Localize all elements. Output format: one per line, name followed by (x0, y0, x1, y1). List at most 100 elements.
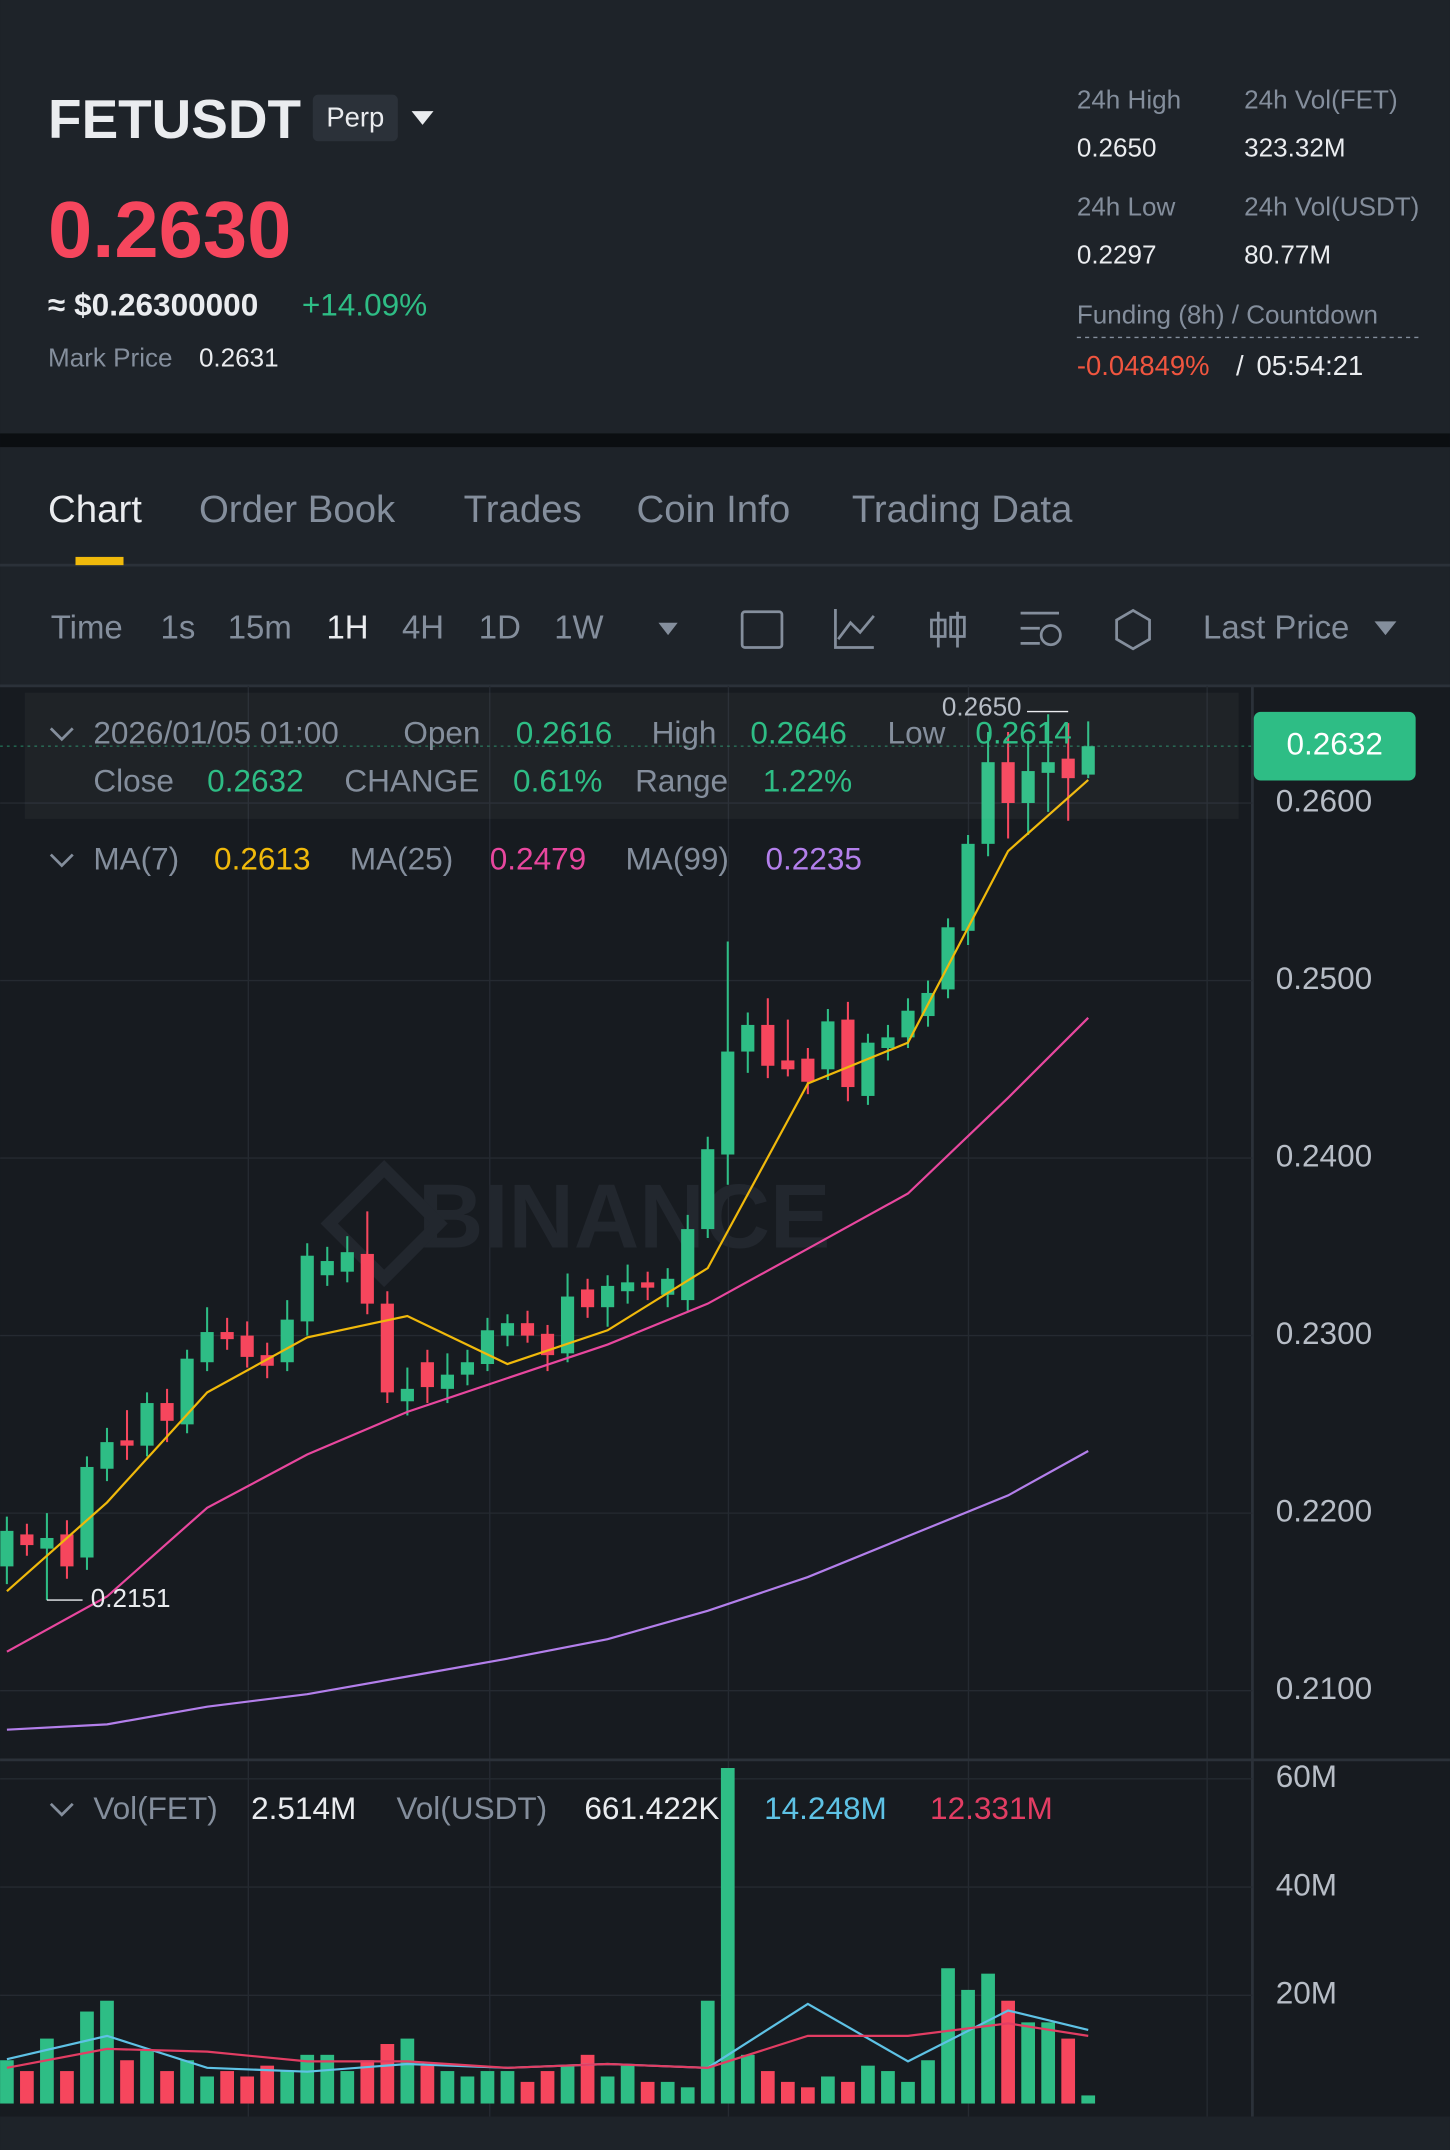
mark-value: 0.2631 (199, 342, 279, 372)
info-overlay (25, 693, 1239, 819)
candle-body (200, 1332, 214, 1363)
volume-bar (480, 2071, 495, 2104)
volume-bar (801, 2087, 815, 2104)
info-label: CHANGE (344, 763, 479, 799)
volume-bar (500, 2071, 515, 2104)
interval[interactable]: 1D (479, 608, 521, 645)
candle-body (701, 1149, 715, 1230)
volume-bar (821, 2076, 835, 2104)
info-label: Close (93, 763, 174, 799)
volume-bar (981, 1973, 995, 2104)
volume-bar (881, 2071, 895, 2104)
interval[interactable]: 4H (402, 608, 444, 645)
candle-body (0, 1530, 14, 1567)
price-change: +14.09% (302, 287, 427, 323)
calendar-icon[interactable] (740, 610, 784, 649)
candle-body (560, 1296, 575, 1354)
candle-body (961, 843, 975, 931)
tab[interactable]: Trades (464, 488, 582, 531)
tab[interactable]: Trading Data (852, 488, 1073, 531)
candle-body (901, 1010, 915, 1038)
volume-bar (861, 2065, 875, 2104)
y-tick-label: 60M (1276, 1758, 1337, 1794)
chevron[interactable] (49, 1802, 74, 1817)
tab[interactable]: Order Book (199, 488, 396, 531)
candle-body (1021, 771, 1035, 804)
candle-body (440, 1374, 454, 1389)
header-bg (0, 0, 1450, 434)
volume-bar (600, 2076, 615, 2104)
chevron[interactable] (49, 853, 74, 868)
more-intervals[interactable] (658, 622, 678, 636)
symbol[interactable]: FETUSDT (48, 88, 301, 150)
candle-body (320, 1261, 334, 1276)
candle-body (300, 1255, 314, 1322)
volume-bar (780, 2081, 795, 2104)
watermark: BINANCE (418, 1166, 830, 1267)
settings-icon[interactable] (1020, 611, 1060, 645)
price-pane (0, 710, 1253, 1731)
dropdown-icon[interactable] (411, 111, 434, 125)
info-label: Low (888, 715, 946, 751)
volume-bar (380, 2044, 395, 2104)
volume-bar (140, 2049, 154, 2104)
candle-body (1001, 762, 1015, 804)
price-type-dropdown[interactable] (1374, 621, 1397, 636)
candle-body (581, 1289, 595, 1308)
volume-bar (841, 2081, 855, 2104)
last-price-tag (1253, 711, 1416, 781)
candle-body (681, 1229, 695, 1301)
candle-body (821, 1021, 835, 1070)
volume-bar (640, 2081, 655, 2104)
interval[interactable]: 15m (228, 608, 292, 645)
volume-bar (440, 2071, 455, 2104)
interval[interactable]: 1W (554, 608, 603, 645)
tab[interactable]: Coin Info (637, 488, 791, 531)
candle-body (520, 1323, 535, 1336)
interval[interactable]: 1H (327, 608, 369, 645)
indicator-icon[interactable] (834, 609, 875, 649)
stat-label: 24h Vol(FET) (1244, 84, 1397, 114)
tab[interactable]: Chart (48, 488, 142, 531)
tools-icon[interactable] (1115, 608, 1151, 651)
price-type[interactable]: Last Price (1203, 608, 1349, 645)
candle-icon[interactable] (930, 611, 966, 648)
info-value: 0.2614 (975, 715, 1071, 751)
high-marker: 0.2650 (942, 692, 1022, 722)
funding-rate: -0.04849% (1077, 350, 1210, 381)
stat-value: 80.77M (1244, 239, 1331, 269)
candle-body (1061, 758, 1075, 779)
interval[interactable]: 1s (161, 608, 196, 645)
chevron[interactable] (49, 727, 74, 742)
volume-bar (1001, 2000, 1015, 2104)
candle-body (140, 1403, 154, 1446)
volume-bar (300, 2054, 315, 2104)
candle-body (380, 1303, 394, 1393)
ma-legend-label: MA(99) (626, 841, 729, 877)
volume-bar (80, 2011, 94, 2104)
last-price-label: 0.2632 (1286, 726, 1382, 762)
separator-text: / (1236, 350, 1244, 381)
volume-bar (160, 2071, 174, 2104)
volume-pane (0, 1768, 1253, 2104)
tab-indicator (75, 556, 124, 566)
interval[interactable]: Time (51, 608, 123, 645)
volume-bar (520, 2081, 535, 2104)
funding-label[interactable]: Funding (8h) / Countdown (1077, 300, 1378, 330)
candle-body (40, 1537, 54, 1549)
candle-body (861, 1042, 875, 1096)
volume-bar (240, 2076, 255, 2104)
volume-bar (740, 2054, 755, 2104)
y-tick-label: 0.2400 (1276, 1137, 1372, 1173)
mark-label: Mark Price (48, 342, 172, 372)
volume-bar (961, 1989, 975, 2104)
candle-body (601, 1285, 615, 1308)
y-tick-label: 40M (1276, 1866, 1337, 1902)
candle-body (280, 1319, 294, 1363)
candle-body (801, 1058, 815, 1082)
volume-bar (660, 2081, 675, 2104)
volume-bar (1041, 2022, 1056, 2104)
ma-line (6, 2022, 1089, 2069)
info-datetime: 2026/01/05 01:00 (93, 715, 338, 751)
